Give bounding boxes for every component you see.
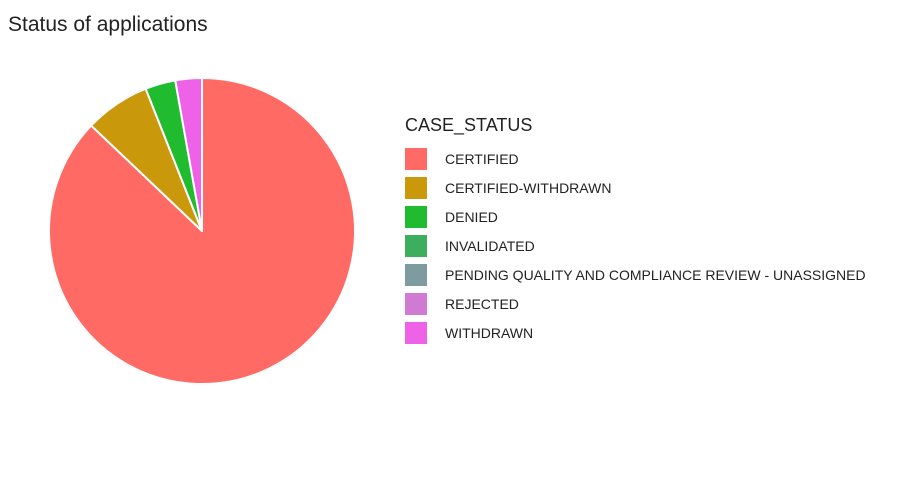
legend-item-invalidated: INVALIDATED [405, 231, 866, 260]
legend-item-withdrawn: WITHDRAWN [405, 318, 866, 347]
legend-item-pending-review: PENDING QUALITY AND COMPLIANCE REVIEW - … [405, 260, 866, 289]
legend-key-certified-withdrawn [405, 176, 427, 199]
legend-item-denied: DENIED [405, 202, 866, 231]
legend-key-certified [405, 147, 427, 170]
legend: CASE_STATUS CERTIFIED CERTIFIED-WITHDRAW… [405, 115, 866, 347]
chart-title: Status of applications [8, 13, 208, 36]
legend-label-pending-review: PENDING QUALITY AND COMPLIANCE REVIEW - … [445, 266, 866, 283]
legend-item-rejected: REJECTED [405, 289, 866, 318]
pie-slice-withdrawn [174, 77, 203, 232]
legend-key-withdrawn [405, 321, 427, 344]
legend-title: CASE_STATUS [405, 115, 533, 135]
legend-label-invalidated: INVALIDATED [445, 237, 535, 254]
legend-item-certified: CERTIFIED [405, 144, 866, 173]
legend-label-rejected: REJECTED [445, 295, 519, 312]
legend-label-withdrawn: WITHDRAWN [445, 324, 534, 341]
legend-label-certified: CERTIFIED [445, 150, 519, 167]
legend-label-denied: DENIED [445, 208, 498, 225]
legend-key-pending-review [405, 263, 427, 286]
legend-key-denied [405, 205, 427, 228]
legend-item-certified-withdrawn: CERTIFIED-WITHDRAWN [405, 173, 866, 202]
legend-label-certified-withdrawn: CERTIFIED-WITHDRAWN [445, 179, 612, 196]
legend-key-rejected [405, 292, 427, 315]
legend-key-invalidated [405, 234, 427, 257]
